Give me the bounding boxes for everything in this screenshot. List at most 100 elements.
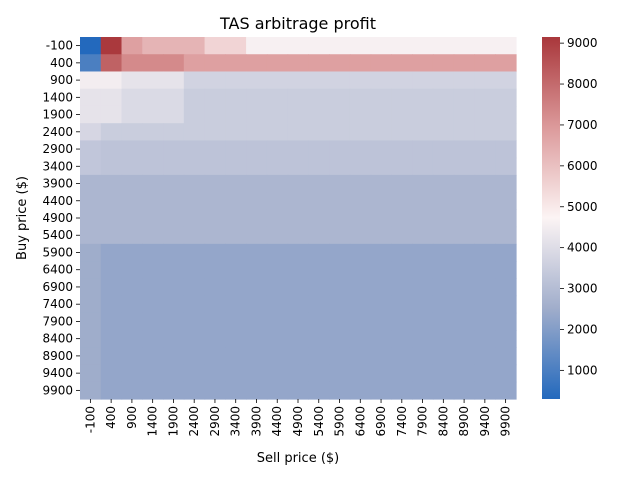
heatmap-cell: [80, 71, 102, 90]
heatmap-cell: [142, 364, 164, 383]
heatmap-cell: [204, 312, 226, 331]
heatmap-cell: [246, 140, 268, 159]
heatmap-cell: [100, 140, 123, 159]
heatmap-cell: [80, 174, 102, 193]
heatmap-cell: [121, 71, 143, 90]
heatmap-cell: [100, 37, 123, 55]
heatmap-cell: [495, 192, 517, 210]
heatmap-cell: [370, 123, 393, 142]
x-tick-label: 400: [104, 406, 118, 429]
heatmap-cell: [80, 157, 102, 176]
heatmap-cell: [391, 243, 413, 262]
heatmap-cell: [349, 174, 372, 193]
heatmap-cell: [163, 37, 185, 55]
heatmap-cell: [474, 123, 496, 142]
heatmap-cell: [142, 312, 164, 331]
heatmap-cell: [204, 261, 226, 279]
heatmap-cell: [266, 71, 289, 90]
x-tick-label: 8900: [457, 406, 471, 437]
heatmap-cell: [266, 192, 289, 210]
x-tick-label: 5900: [333, 406, 347, 437]
heatmap-cell: [142, 54, 164, 73]
heatmap-cell: [80, 123, 102, 142]
colorbar-tick-label: 7000: [567, 118, 598, 132]
heatmap-cell: [225, 312, 247, 331]
heatmap-cell: [432, 54, 455, 73]
heatmap-cell: [349, 243, 372, 262]
heatmap-cell: [370, 330, 393, 348]
heatmap-cell: [474, 209, 496, 228]
heatmap-cell: [370, 243, 393, 262]
heatmap-cell: [204, 381, 226, 400]
heatmap-cell: [246, 71, 268, 90]
heatmap-cell: [370, 105, 393, 124]
heatmap-cell: [474, 347, 496, 366]
heatmap-cell: [308, 54, 330, 73]
heatmap-cell: [453, 381, 476, 400]
heatmap-cell: [163, 261, 185, 279]
heatmap-cell: [453, 192, 476, 210]
heatmap-cell: [453, 140, 476, 159]
heatmap-cell: [121, 381, 143, 400]
heatmap-cell: [121, 295, 143, 314]
heatmap-cell: [370, 54, 393, 73]
heatmap-cell: [308, 226, 330, 245]
heatmap-cell: [246, 88, 268, 107]
colorbar-ticks: 1000 2000 3000 4000 5000 6000 7000 8000 9000: [560, 36, 598, 377]
heatmap-cell: [349, 192, 372, 210]
heatmap-cell: [412, 226, 434, 245]
heatmap-cell: [266, 364, 289, 383]
heatmap-cell: [349, 71, 372, 90]
x-tick-label: 1900: [166, 406, 180, 437]
heatmap-cell: [163, 123, 185, 142]
heatmap-cell: [474, 243, 496, 262]
heatmap-cell: [308, 381, 330, 400]
heatmap-cell: [474, 192, 496, 210]
heatmap-cell: [349, 37, 372, 55]
colorbar-tick-label: 3000: [567, 282, 598, 296]
heatmap-cell: [121, 312, 143, 331]
heatmap-cell: [142, 157, 164, 176]
heatmap-cell: [142, 140, 164, 159]
y-tick-label: 6900: [42, 280, 73, 294]
heatmap-cell: [80, 54, 102, 73]
heatmap-cell: [183, 54, 206, 73]
heatmap-cell: [349, 140, 372, 159]
heatmap-cell: [329, 209, 351, 228]
heatmap-cell: [142, 88, 164, 107]
heatmap-cell: [370, 37, 393, 55]
heatmap-cell: [329, 71, 351, 90]
heatmap-cell: [225, 140, 247, 159]
heatmap-cell: [495, 364, 517, 383]
heatmap-cell: [432, 243, 455, 262]
heatmap-cell: [266, 312, 289, 331]
heatmap-cell: [474, 295, 496, 314]
heatmap-cell: [308, 123, 330, 142]
heatmap-cell: [370, 347, 393, 366]
heatmap-cell: [495, 157, 517, 176]
heatmap-cell: [391, 54, 413, 73]
x-tick-label: 3400: [229, 406, 243, 437]
heatmap-cell: [474, 174, 496, 193]
heatmap-cell: [329, 226, 351, 245]
heatmap-cell: [142, 243, 164, 262]
colorbar-tick-label: 4000: [567, 241, 598, 255]
y-tick-label: 2900: [42, 142, 73, 156]
heatmap-cell: [370, 226, 393, 245]
heatmap-cell: [100, 312, 123, 331]
heatmap-cell: [142, 37, 164, 55]
heatmap-cell: [349, 209, 372, 228]
heatmap-cell: [308, 192, 330, 210]
heatmap-cell: [287, 364, 309, 383]
heatmap-cell: [308, 88, 330, 107]
heatmap-cell: [121, 209, 143, 228]
heatmap-cell: [474, 37, 496, 55]
heatmap-cell: [391, 88, 413, 107]
heatmap-cell: [370, 312, 393, 331]
heatmap-cell: [266, 278, 289, 297]
heatmap-cell: [246, 243, 268, 262]
colorbar-tick-label: 6000: [567, 159, 598, 173]
heatmap-cell: [163, 140, 185, 159]
x-tick-label: 6900: [374, 406, 388, 437]
heatmap-cell: [495, 381, 517, 400]
